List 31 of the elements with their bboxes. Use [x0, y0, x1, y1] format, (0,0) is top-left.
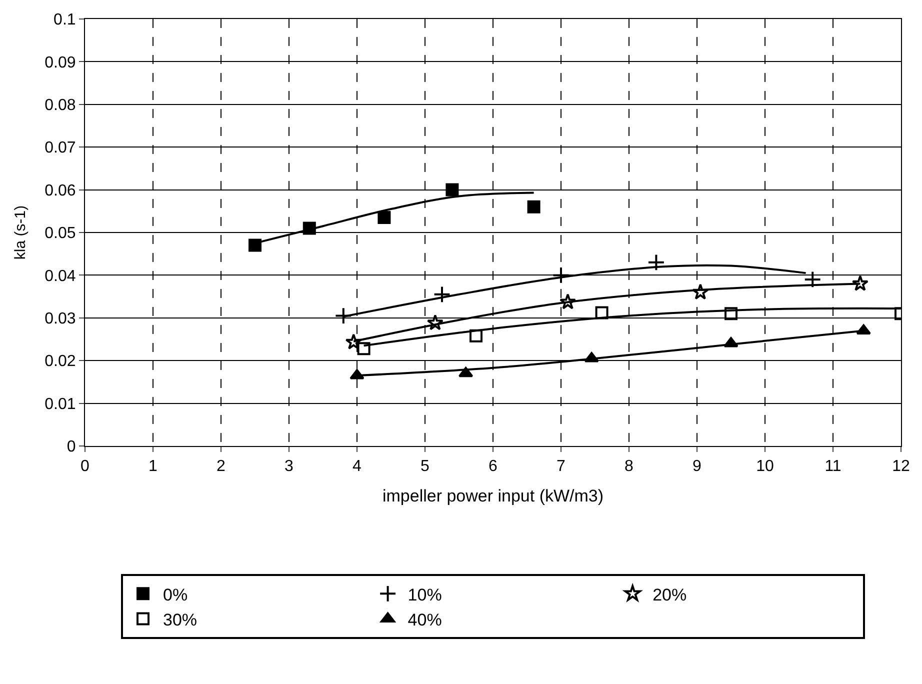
- y-tick-label: 0.09: [44, 54, 76, 72]
- x-tick-label: 0: [80, 458, 90, 476]
- x-tick-label: 9: [692, 458, 702, 476]
- x-tick-label: 2: [216, 458, 226, 476]
- x-tick-label: 1: [148, 458, 158, 476]
- y-tick-label: 0.1: [54, 12, 76, 29]
- x-tick-label: 6: [488, 458, 498, 476]
- x-tick-label: 11: [824, 458, 842, 476]
- y-tick-label: 0.08: [44, 97, 76, 114]
- y-tick-label: 0.07: [44, 140, 76, 157]
- x-tick-label: 7: [556, 458, 566, 476]
- legend-label: 20%: [652, 585, 687, 604]
- y-tick-label: 0.01: [44, 396, 76, 413]
- y-tick-label: 0.03: [44, 310, 76, 328]
- y-tick-label: 0.04: [44, 268, 76, 285]
- legend-label: 30%: [163, 610, 198, 630]
- x-tick-label: 4: [352, 458, 362, 476]
- x-tick-label: 10: [756, 458, 774, 476]
- x-tick-label: 5: [420, 458, 430, 476]
- y-axis-title: kla (s-1): [12, 205, 29, 260]
- x-axis-title: impeller power input (kW/m3): [382, 486, 604, 506]
- y-tick-label: 0.02: [44, 353, 76, 370]
- legend-label: 40%: [408, 610, 442, 630]
- x-tick-label: 3: [284, 458, 294, 476]
- y-tick-label: 0: [66, 438, 76, 456]
- x-tick-label: 12: [892, 458, 910, 476]
- y-tick-label: 0.06: [44, 182, 76, 200]
- legend-label: 10%: [408, 585, 442, 604]
- legend-label: 0%: [163, 585, 188, 604]
- y-tick-label: 0.05: [44, 225, 76, 242]
- x-tick-label: 8: [624, 458, 634, 476]
